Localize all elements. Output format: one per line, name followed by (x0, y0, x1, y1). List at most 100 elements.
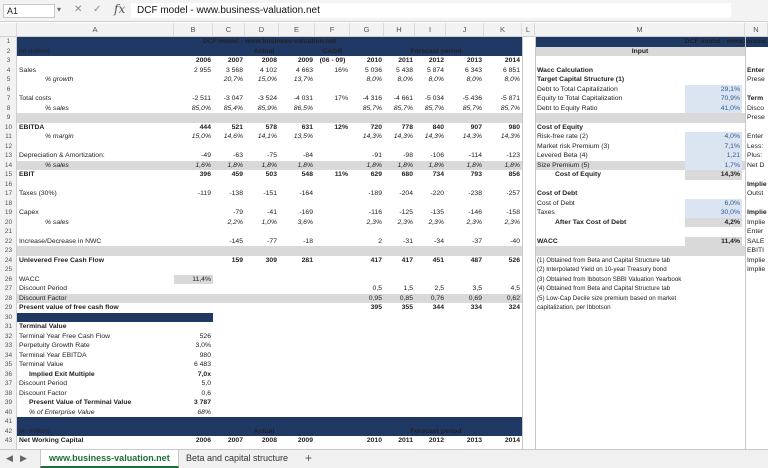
value-cell[interactable]: 16% (334, 66, 348, 74)
terminal-label[interactable]: Perpetuity Growth Rate (19, 342, 90, 349)
right-title[interactable]: DCF model - www.busine (684, 38, 766, 45)
value-cell[interactable]: -40 (510, 237, 520, 245)
value-cell[interactable]: -2 511 (192, 95, 211, 102)
row-header[interactable]: 33 (4, 342, 13, 349)
column-header[interactable]: K (484, 23, 522, 37)
terminal-value[interactable]: 0,6 (201, 389, 211, 397)
value-cell[interactable]: 720 (370, 123, 382, 131)
value-cell[interactable]: -116 (368, 209, 382, 216)
input-value[interactable]: 4,2% (724, 218, 741, 226)
value-cell[interactable]: 2,5 (434, 285, 444, 292)
row-label[interactable]: Discount Period (19, 285, 67, 292)
clipped-label[interactable]: Implie (747, 266, 766, 273)
value-cell[interactable]: 14,3% (362, 133, 382, 140)
value-cell[interactable]: -146 (468, 209, 482, 216)
clipped-label[interactable]: Net D (747, 161, 765, 169)
row-header[interactable]: 24 (4, 256, 13, 264)
value-cell[interactable]: 344 (432, 304, 444, 311)
value-cell[interactable]: 334 (470, 304, 482, 311)
column-header[interactable]: D (245, 23, 279, 37)
value-cell[interactable]: -31 (403, 237, 413, 245)
value-cell[interactable]: 2 (378, 237, 382, 245)
value-cell[interactable]: 8,0% (428, 76, 445, 83)
value-cell[interactable]: 521 (231, 123, 243, 131)
terminal-label[interactable]: Terminal Year Free Cash Flow (19, 332, 111, 340)
clipped-label[interactable]: Implie (747, 180, 767, 188)
value-cell[interactable]: -77 (267, 237, 277, 245)
value-cell[interactable]: -106 (430, 152, 444, 159)
select-all-corner[interactable] (0, 23, 17, 37)
row-header[interactable]: 26 (4, 275, 13, 283)
nwc-year[interactable]: 2008 (261, 437, 277, 444)
row-label[interactable]: Sales (19, 66, 37, 74)
value-cell[interactable]: 3,5 (472, 285, 482, 292)
input-value[interactable]: 4,0% (724, 133, 741, 140)
terminal-value[interactable]: 3,0% (195, 342, 212, 349)
value-cell[interactable]: 578 (265, 123, 277, 131)
value-cell[interactable]: -114 (468, 152, 482, 159)
value-cell[interactable]: 1,8% (504, 161, 521, 169)
row-header[interactable]: 41 (4, 418, 13, 425)
value-cell[interactable]: 6 343 (464, 66, 482, 74)
column-header[interactable]: I (415, 23, 446, 37)
value-cell[interactable]: -5 871 (500, 95, 520, 102)
row-header[interactable]: 9 (6, 114, 11, 121)
value-cell[interactable]: 856 (508, 171, 520, 178)
value-cell[interactable]: -169 (299, 209, 313, 216)
next-sheet-icon[interactable]: ▶ (20, 453, 27, 463)
value-cell[interactable]: 159 (231, 256, 243, 264)
nwc-year[interactable]: 2012 (428, 437, 444, 444)
value-cell[interactable]: 85,4% (223, 104, 243, 112)
row-header[interactable]: 31 (4, 323, 13, 330)
value-cell[interactable]: 281 (301, 256, 313, 264)
value-cell[interactable]: 0,85 (399, 294, 413, 302)
value-cell[interactable]: 3,6% (297, 218, 314, 226)
nwc-units[interactable]: (in million) (19, 427, 50, 435)
value-cell[interactable]: -257 (506, 190, 520, 197)
value-cell[interactable]: 395 (370, 304, 382, 311)
footnote[interactable]: (4) Obtained from Beta and Capital Struc… (537, 285, 671, 292)
terminal-label[interactable]: Discount Factor (19, 389, 67, 397)
cagr-label[interactable]: CAGR (322, 47, 343, 55)
value-cell[interactable]: 1,0% (261, 218, 278, 226)
value-cell[interactable]: -75 (267, 152, 277, 159)
chevron-down-icon[interactable]: ▾ (57, 5, 62, 14)
value-cell[interactable]: 14,3% (500, 133, 520, 140)
footnote[interactable]: (3) Obtained from Ibbotson SBBI Valuatio… (537, 275, 682, 283)
clipped-label[interactable]: Enter (747, 133, 764, 140)
row-header[interactable]: 20 (4, 218, 13, 226)
value-cell[interactable]: 2,3% (397, 218, 414, 226)
value-cell[interactable]: -145 (229, 237, 243, 245)
value-cell[interactable]: 20,7% (223, 76, 243, 83)
value-cell[interactable]: 2 955 (193, 66, 211, 74)
row-header[interactable]: 36 (4, 370, 13, 378)
value-cell[interactable]: 417 (370, 256, 382, 264)
value-cell[interactable]: 631 (301, 123, 313, 131)
input-label[interactable]: Taxes (537, 209, 555, 216)
column-header[interactable]: B (174, 23, 213, 37)
row-label[interactable]: % margin (45, 133, 74, 140)
value-cell[interactable]: 14,6% (223, 133, 243, 140)
row-label[interactable]: % sales (45, 161, 69, 169)
value-cell[interactable]: 417 (401, 256, 413, 264)
row-label[interactable]: Increase/Decrease in NWC (19, 237, 102, 245)
value-cell[interactable]: 451 (432, 256, 444, 264)
value-cell[interactable]: 5 874 (426, 66, 444, 74)
value-cell[interactable]: 778 (401, 123, 413, 131)
clipped-label[interactable]: Outst (747, 190, 764, 197)
value-cell[interactable]: 2,2% (227, 218, 244, 226)
terminal-label[interactable]: Implied Exit Multiple (29, 370, 95, 378)
row-header[interactable]: 28 (4, 294, 13, 302)
input-label[interactable]: Market risk Premium (3) (537, 142, 610, 150)
value-cell[interactable]: -204 (399, 190, 413, 197)
row-header[interactable]: 3 (6, 57, 11, 64)
nwc-year[interactable]: 2006 (195, 437, 211, 444)
row-label[interactable]: % sales (45, 218, 69, 226)
value-cell[interactable]: 526 (508, 256, 520, 264)
footnote[interactable]: (5) Low-Cap Decile size premium based on… (537, 294, 677, 302)
value-cell[interactable]: -4 661 (393, 95, 413, 102)
value-cell[interactable]: 14,1% (257, 133, 277, 140)
value-cell[interactable]: -63 (233, 152, 243, 159)
value-cell[interactable]: -138 (229, 190, 243, 197)
input-value[interactable]: 30,0% (720, 209, 740, 216)
